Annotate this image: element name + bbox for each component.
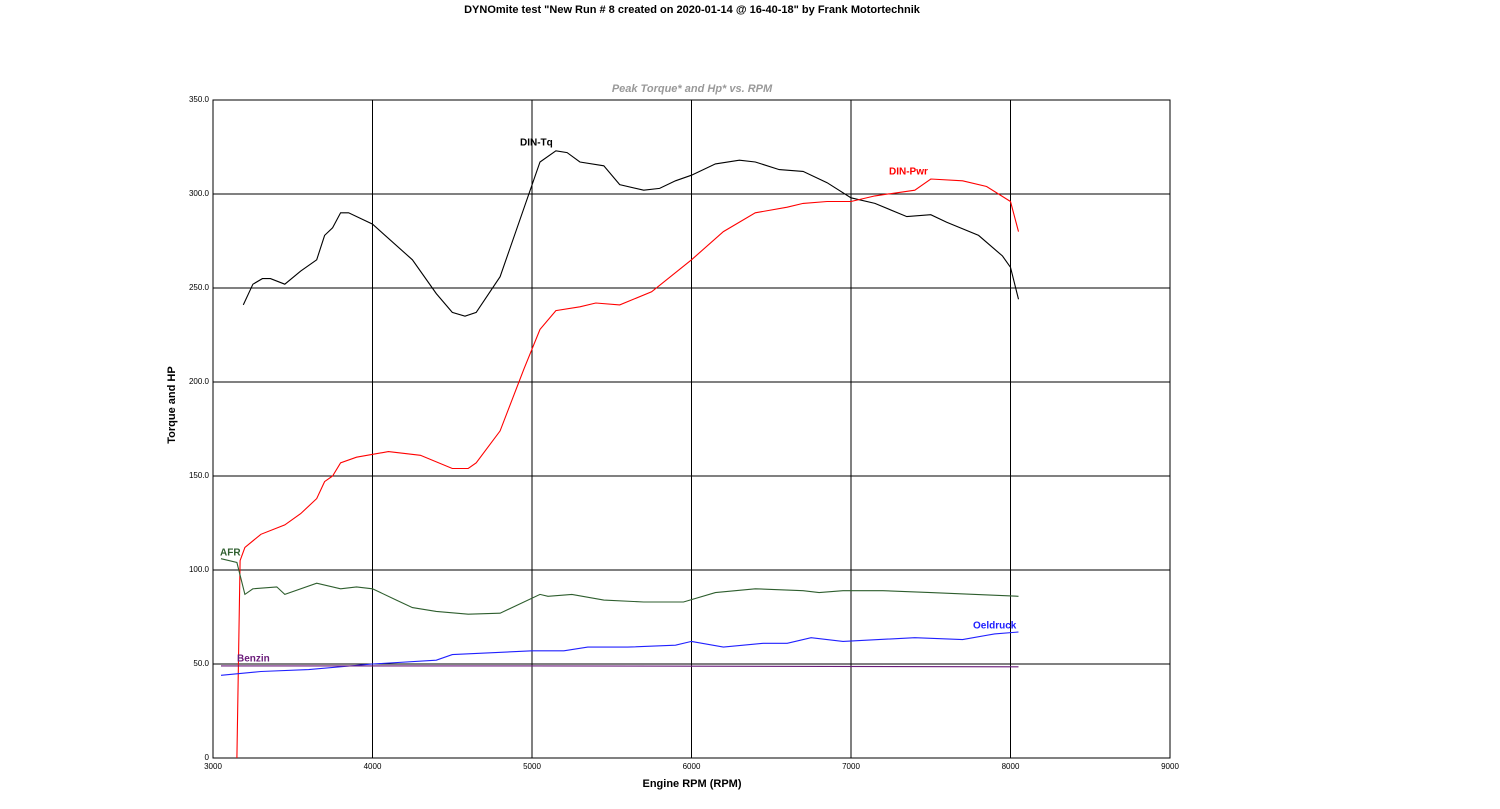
- x-tick-label: 9000: [1161, 762, 1179, 771]
- series-label: DIN-Pwr: [889, 167, 928, 178]
- series-line: [221, 665, 1019, 668]
- series-line: [242, 150, 1020, 317]
- series-label: Benzin: [237, 654, 270, 665]
- chart-subtitle: Peak Torque* and Hp* vs. RPM: [612, 83, 773, 95]
- series-line: [220, 558, 1019, 615]
- y-tick-label: 200.0: [189, 377, 210, 386]
- y-tick-label: 350.0: [189, 95, 210, 104]
- x-tick-label: 6000: [683, 762, 701, 771]
- y-tick-label: 0: [205, 753, 210, 762]
- series-line: [236, 178, 1020, 759]
- series-label: Oeldruck: [973, 621, 1017, 632]
- y-tick-label: 300.0: [189, 189, 210, 198]
- x-tick-label: 4000: [364, 762, 382, 771]
- y-tick-label: 100.0: [189, 565, 210, 574]
- x-axis-label: Engine RPM (RPM): [643, 778, 742, 790]
- chart-title: DYNOmite test "New Run # 8 created on 20…: [464, 4, 921, 16]
- y-tick-label: 50.0: [193, 659, 209, 668]
- series-line: [220, 631, 1019, 676]
- x-tick-label: 7000: [842, 762, 860, 771]
- x-tick-label: 8000: [1002, 762, 1020, 771]
- x-tick-label: 3000: [204, 762, 222, 771]
- plot-frame: [212, 99, 1171, 759]
- y-tick-label: 250.0: [189, 283, 210, 292]
- series-label: AFR: [220, 548, 241, 559]
- x-tick-label: 5000: [523, 762, 541, 771]
- y-tick-label: 150.0: [189, 471, 210, 480]
- series-label: DIN-Tq: [520, 138, 553, 149]
- y-axis-label: Torque and HP: [166, 366, 178, 443]
